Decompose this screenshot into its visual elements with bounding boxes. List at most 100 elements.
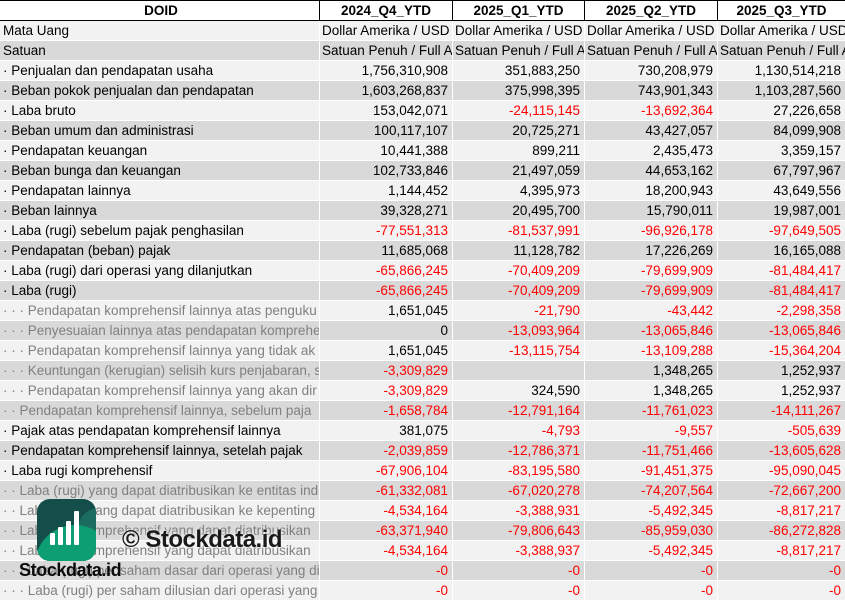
row-label[interactable]: · · · Laba (rugi) per saham dasar dari o… [0, 561, 320, 581]
value-cell[interactable]: 43,649,556 [718, 181, 845, 201]
value-cell[interactable]: -24,115,145 [453, 101, 585, 121]
value-cell[interactable]: -4,534,164 [320, 501, 453, 521]
value-cell[interactable]: -0 [320, 561, 453, 581]
value-cell[interactable]: 100,117,107 [320, 121, 453, 141]
value-cell[interactable]: 381,075 [320, 421, 453, 441]
value-cell[interactable]: 21,497,059 [453, 161, 585, 181]
value-cell[interactable]: 1,144,452 [320, 181, 453, 201]
value-cell[interactable]: -72,667,200 [718, 481, 845, 501]
value-cell[interactable]: -3,309,829 [320, 361, 453, 381]
row-label[interactable]: · · · Penyesuaian lainnya atas pendapata… [0, 321, 320, 341]
value-cell[interactable]: -0 [320, 581, 453, 601]
value-cell[interactable]: 102,733,846 [320, 161, 453, 181]
value-cell[interactable]: 4,395,973 [453, 181, 585, 201]
row-label[interactable]: · Beban pokok penjualan dan pendapatan [0, 81, 320, 101]
value-cell[interactable]: -77,551,313 [320, 221, 453, 241]
value-cell[interactable]: 351,883,250 [453, 61, 585, 81]
value-cell[interactable]: 19,987,001 [718, 201, 845, 221]
value-cell[interactable]: -21,790 [453, 301, 585, 321]
row-label[interactable]: · Laba (rugi) sebelum pajak penghasilan [0, 221, 320, 241]
value-cell[interactable]: 1,756,310,908 [320, 61, 453, 81]
value-cell[interactable]: 39,328,271 [320, 201, 453, 221]
value-cell[interactable]: -2,039,859 [320, 441, 453, 461]
value-cell[interactable]: 43,427,057 [585, 121, 718, 141]
value-cell[interactable]: 1,348,265 [585, 381, 718, 401]
value-cell[interactable]: 16,165,088 [718, 241, 845, 261]
row-label[interactable]: Mata Uang [0, 21, 320, 41]
row-label[interactable]: · Laba bruto [0, 101, 320, 121]
value-cell[interactable]: -83,195,580 [453, 461, 585, 481]
value-cell[interactable]: -79,806,643 [453, 521, 585, 541]
value-cell[interactable]: -85,959,030 [585, 521, 718, 541]
info-cell[interactable]: Dollar Amerika / USD [585, 21, 718, 41]
value-cell[interactable]: -505,639 [718, 421, 845, 441]
row-label[interactable]: · Pendapatan komprehensif lainnya, setel… [0, 441, 320, 461]
value-cell[interactable]: -11,751,466 [585, 441, 718, 461]
row-label[interactable]: · · Laba (rugi) yang dapat diatribusikan… [0, 481, 320, 501]
value-cell[interactable]: -13,692,364 [585, 101, 718, 121]
value-cell[interactable]: 11,685,068 [320, 241, 453, 261]
value-cell[interactable]: 44,653,162 [585, 161, 718, 181]
value-cell[interactable]: 15,790,011 [585, 201, 718, 221]
value-cell[interactable]: -81,484,417 [718, 261, 845, 281]
info-cell[interactable]: Satuan Penuh / Full A [453, 41, 585, 61]
value-cell[interactable]: -12,791,164 [453, 401, 585, 421]
value-cell[interactable]: 10,441,388 [320, 141, 453, 161]
value-cell[interactable]: 20,495,700 [453, 201, 585, 221]
value-cell[interactable]: -79,699,909 [585, 261, 718, 281]
value-cell[interactable]: -79,699,909 [585, 281, 718, 301]
column-header-2025_Q2_YTD[interactable]: 2025_Q2_YTD [585, 1, 718, 20]
value-cell[interactable]: 1,348,265 [585, 361, 718, 381]
value-cell[interactable]: 1,130,514,218 [718, 61, 845, 81]
value-cell[interactable]: -1,658,784 [320, 401, 453, 421]
value-cell[interactable]: 2,435,473 [585, 141, 718, 161]
value-cell[interactable]: -13,065,846 [585, 321, 718, 341]
value-cell[interactable]: -65,866,245 [320, 261, 453, 281]
value-cell[interactable]: -86,272,828 [718, 521, 845, 541]
value-cell[interactable]: -13,605,628 [718, 441, 845, 461]
value-cell[interactable]: 1,252,937 [718, 381, 845, 401]
value-cell[interactable]: -13,065,846 [718, 321, 845, 341]
value-cell[interactable]: 3,359,157 [718, 141, 845, 161]
value-cell[interactable]: -4,534,164 [320, 541, 453, 561]
row-label[interactable]: · Beban bunga dan keuangan [0, 161, 320, 181]
value-cell[interactable]: -74,207,564 [585, 481, 718, 501]
value-cell[interactable]: -0 [453, 561, 585, 581]
value-cell[interactable]: -91,451,375 [585, 461, 718, 481]
info-cell[interactable]: Dollar Amerika / USD [453, 21, 585, 41]
value-cell[interactable]: 1,651,045 [320, 341, 453, 361]
info-cell[interactable]: Dollar Amerika / USD [320, 21, 453, 41]
column-header-2025_Q1_YTD[interactable]: 2025_Q1_YTD [453, 1, 585, 20]
value-cell[interactable]: -9,557 [585, 421, 718, 441]
value-cell[interactable]: 1,103,287,560 [718, 81, 845, 101]
value-cell[interactable]: -0 [718, 561, 845, 581]
value-cell[interactable]: -81,484,417 [718, 281, 845, 301]
corner-title-cell[interactable]: DOID [0, 1, 320, 20]
value-cell[interactable]: -14,111,267 [718, 401, 845, 421]
value-cell[interactable]: -8,817,217 [718, 541, 845, 561]
value-cell[interactable]: -4,793 [453, 421, 585, 441]
value-cell[interactable]: -11,761,023 [585, 401, 718, 421]
value-cell[interactable]: -3,388,937 [453, 541, 585, 561]
value-cell[interactable]: 0 [320, 321, 453, 341]
row-label[interactable]: · Beban lainnya [0, 201, 320, 221]
value-cell[interactable]: -0 [585, 561, 718, 581]
value-cell[interactable]: -65,866,245 [320, 281, 453, 301]
row-label[interactable]: · Pendapatan lainnya [0, 181, 320, 201]
value-cell[interactable]: -5,492,345 [585, 541, 718, 561]
value-cell[interactable]: -63,371,940 [320, 521, 453, 541]
value-cell[interactable]: -3,309,829 [320, 381, 453, 401]
value-cell[interactable]: -5,492,345 [585, 501, 718, 521]
row-label[interactable]: · Penjualan dan pendapatan usaha [0, 61, 320, 81]
row-label[interactable]: · · · Pendapatan komprehensif lainnya ya… [0, 381, 320, 401]
value-cell[interactable]: -2,298,358 [718, 301, 845, 321]
value-cell[interactable]: -15,364,204 [718, 341, 845, 361]
row-label[interactable]: · Laba rugi komprehensif [0, 461, 320, 481]
info-cell[interactable]: Dollar Amerika / USD [718, 21, 845, 41]
value-cell[interactable]: -0 [718, 581, 845, 601]
value-cell[interactable]: -70,409,209 [453, 261, 585, 281]
value-cell[interactable]: -13,109,288 [585, 341, 718, 361]
row-label[interactable]: · · · Laba (rugi) per saham dilusian dar… [0, 581, 320, 601]
value-cell[interactable]: -81,537,991 [453, 221, 585, 241]
column-header-2024_Q4_YTD[interactable]: 2024_Q4_YTD [320, 1, 453, 20]
